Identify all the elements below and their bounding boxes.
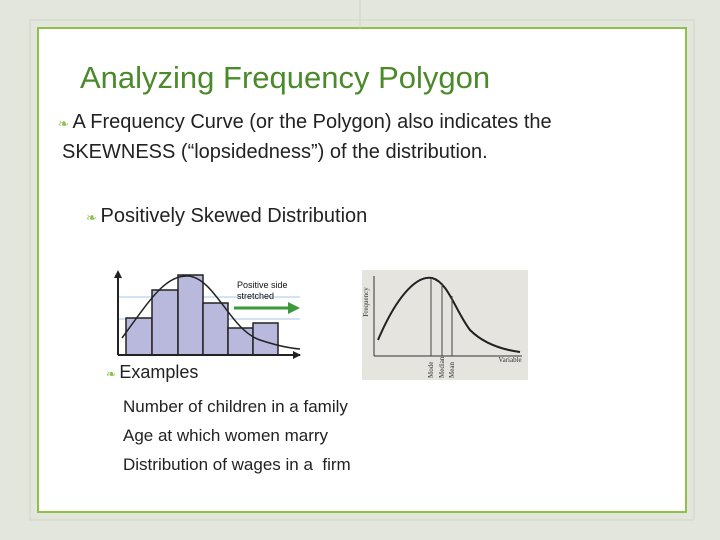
annotation: stretched bbox=[237, 291, 274, 301]
marker-label: Mode bbox=[427, 362, 435, 378]
examples-heading: ❧ Examples bbox=[106, 362, 199, 382]
annotation: Positive side bbox=[237, 280, 288, 290]
slide-title: Analyzing Frequency Polygon bbox=[80, 60, 491, 95]
axis-label: Variable bbox=[498, 356, 521, 364]
histogram-figure bbox=[114, 270, 301, 359]
axis-label: Frequency bbox=[362, 287, 370, 317]
sub-bullet: ❧ Positively Skewed Distribution bbox=[86, 205, 368, 227]
example-item: Number of children in a family bbox=[123, 397, 348, 416]
marker-label: Mean bbox=[448, 362, 456, 378]
sub-bullet-text: Positively Skewed Distribution bbox=[100, 205, 368, 227]
example-item: Age at which women marry bbox=[123, 426, 329, 445]
bullet: ❧ A Frequency Curve (or the Polygon) als… bbox=[58, 111, 552, 163]
example-item: Distribution of wages in a firm bbox=[123, 455, 351, 474]
marker-label: Median bbox=[438, 356, 446, 378]
examples-list: Number of children in a family Age at whi… bbox=[123, 392, 351, 479]
bullet-text: A Frequency Curve (or the Polygon) also … bbox=[62, 111, 552, 163]
heading-text: Examples bbox=[119, 362, 199, 382]
curve-figure: Frequency Variable Mode Median Mean bbox=[362, 270, 528, 380]
